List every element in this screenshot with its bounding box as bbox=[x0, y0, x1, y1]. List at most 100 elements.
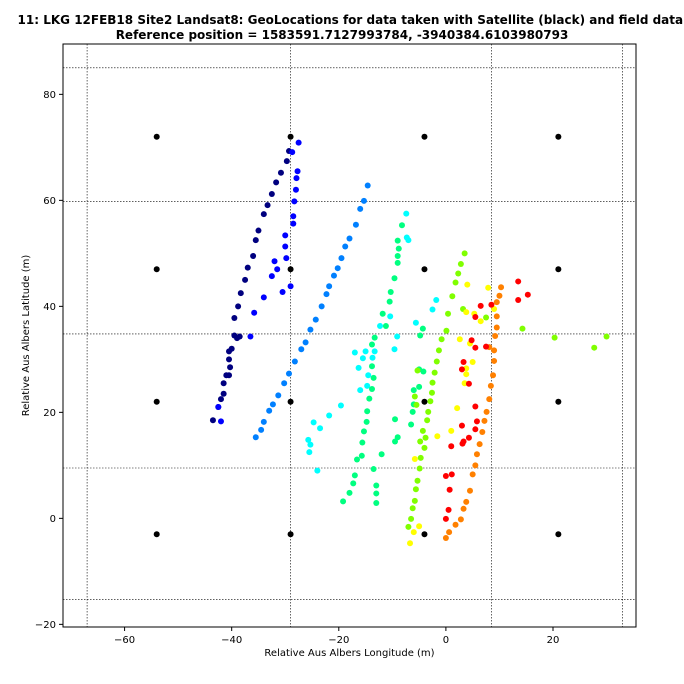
field-data-point bbox=[448, 427, 455, 434]
field-data-point bbox=[292, 186, 299, 193]
field-data-point bbox=[416, 465, 423, 472]
field-data-point bbox=[493, 324, 500, 331]
field-data-point bbox=[360, 197, 367, 204]
y-tick-label: 0 bbox=[50, 514, 56, 525]
field-data-point bbox=[326, 412, 333, 419]
field-data-point bbox=[491, 347, 498, 354]
field-data-point bbox=[448, 471, 455, 478]
field-data-point bbox=[417, 438, 424, 445]
field-data-point bbox=[359, 439, 366, 446]
field-data-point bbox=[490, 372, 497, 379]
field-data-point bbox=[485, 284, 492, 291]
field-data-point bbox=[452, 521, 459, 528]
y-axis-ticks: −20 0 20 40 60 80 bbox=[35, 90, 63, 631]
field-data-point bbox=[386, 298, 393, 305]
field-data-point bbox=[387, 289, 394, 296]
field-data-point bbox=[382, 322, 389, 329]
field-data-point bbox=[408, 515, 415, 522]
field-data-point bbox=[493, 299, 500, 306]
field-data-point bbox=[458, 366, 465, 373]
satellite-point bbox=[555, 266, 562, 273]
field-data-point bbox=[412, 319, 419, 326]
field-data-point bbox=[277, 169, 284, 176]
field-data-point bbox=[409, 505, 416, 512]
field-data-point bbox=[358, 452, 365, 459]
field-data-point bbox=[519, 325, 526, 332]
field-data-point bbox=[360, 428, 367, 435]
field-data-point bbox=[417, 454, 424, 461]
field-data-point bbox=[282, 232, 289, 239]
x-tick-label: −60 bbox=[114, 635, 135, 646]
y-tick-label: 40 bbox=[43, 302, 56, 313]
field-data-point bbox=[273, 179, 280, 186]
field-data-point bbox=[274, 266, 281, 273]
field-data-point bbox=[443, 327, 450, 334]
field-data-point bbox=[275, 392, 282, 399]
field-data-point bbox=[445, 506, 452, 513]
field-data-point bbox=[395, 245, 402, 252]
satellite-point bbox=[287, 531, 294, 538]
field-data-point bbox=[220, 390, 227, 397]
field-data-point bbox=[477, 302, 484, 309]
field-data-point bbox=[365, 372, 372, 379]
field-data-point bbox=[421, 444, 428, 451]
field-data-point bbox=[411, 393, 418, 400]
field-data-point bbox=[306, 449, 313, 456]
field-data-point bbox=[403, 210, 410, 217]
satellite-point bbox=[421, 266, 428, 273]
field-data-point bbox=[330, 272, 337, 279]
field-data-point bbox=[371, 334, 378, 341]
field-data-point bbox=[359, 355, 366, 362]
field-data-point bbox=[307, 326, 314, 333]
field-data-point bbox=[298, 346, 305, 353]
field-data-point bbox=[409, 408, 416, 415]
field-data-point bbox=[290, 213, 297, 220]
field-data-point bbox=[515, 278, 522, 285]
field-data-point bbox=[370, 466, 377, 473]
satellite-point bbox=[287, 266, 294, 273]
x-axis-ticks: −60 −40 −20 0 20 bbox=[114, 627, 559, 646]
field-data-point bbox=[268, 190, 275, 197]
field-data-point bbox=[368, 386, 375, 393]
field-data-point bbox=[258, 426, 265, 433]
field-data-point bbox=[465, 434, 472, 441]
field-data-point bbox=[373, 499, 380, 506]
field-data-point bbox=[242, 276, 249, 283]
field-data-point bbox=[362, 348, 369, 355]
field-data-point bbox=[391, 346, 398, 353]
field-data-point bbox=[392, 438, 399, 445]
field-data-point bbox=[463, 498, 470, 505]
field-data-point bbox=[271, 258, 278, 265]
y-tick-label: 60 bbox=[43, 196, 56, 207]
field-data-point bbox=[433, 358, 440, 365]
field-data-point bbox=[235, 303, 242, 310]
field-data-point bbox=[488, 301, 495, 308]
field-data-point bbox=[371, 348, 378, 355]
field-data-point bbox=[448, 443, 455, 450]
field-data-point bbox=[472, 462, 479, 469]
field-data-point bbox=[427, 398, 434, 405]
field-data-point bbox=[438, 336, 445, 343]
field-data-point bbox=[326, 283, 333, 290]
x-tick-label: 0 bbox=[443, 635, 449, 646]
field-data-point bbox=[260, 211, 267, 218]
field-data-point bbox=[338, 255, 345, 262]
field-data-point bbox=[416, 383, 423, 390]
field-data-point bbox=[264, 202, 271, 209]
satellite-point bbox=[555, 133, 562, 140]
field-data-point bbox=[366, 395, 373, 402]
field-data-point bbox=[352, 221, 359, 228]
field-data-point bbox=[247, 333, 254, 340]
field-data-point bbox=[370, 374, 377, 381]
field-data-point bbox=[469, 471, 476, 478]
field-data-point bbox=[217, 396, 224, 403]
field-data-point bbox=[295, 139, 302, 146]
field-data-point bbox=[463, 309, 470, 316]
field-data-point bbox=[363, 418, 370, 425]
field-data-point bbox=[305, 436, 312, 443]
field-data-point bbox=[318, 303, 325, 310]
field-data-point bbox=[340, 498, 347, 505]
field-data-point bbox=[260, 294, 267, 301]
field-data-point bbox=[524, 291, 531, 298]
field-data-point bbox=[424, 417, 431, 424]
